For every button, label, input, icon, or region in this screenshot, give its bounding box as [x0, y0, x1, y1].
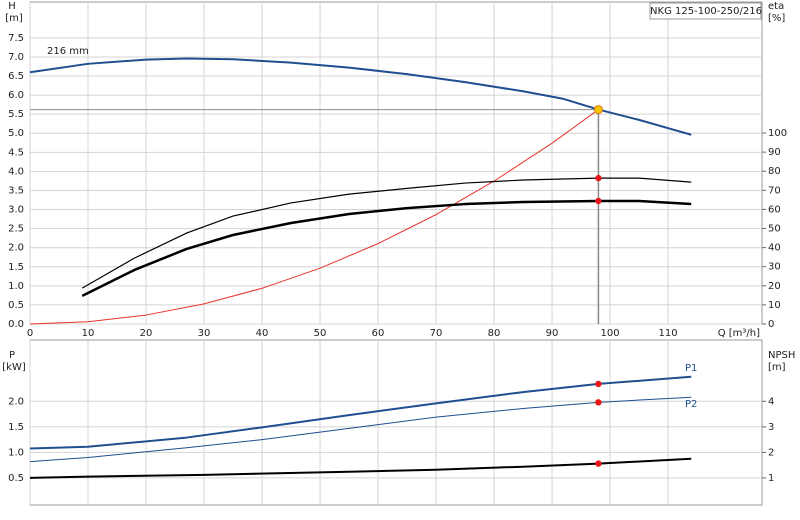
y2-tick-label: 4 [768, 396, 774, 407]
y2-tick-label: 30 [768, 262, 781, 273]
y2-axis-label: eta [768, 1, 784, 12]
duty-marker [595, 197, 602, 205]
y-tick-label: 4.0 [8, 166, 24, 177]
y-axis-label: H [8, 1, 16, 12]
curve [29, 375, 692, 450]
y-tick-label: 7.0 [8, 52, 24, 63]
duty-marker [595, 460, 602, 467]
y2-tick-label: 100 [768, 128, 787, 139]
y-axis-unit: [m] [5, 13, 23, 24]
x-tick-label: 100 [600, 328, 619, 339]
y-tick-label: 5.0 [8, 128, 24, 139]
curve-label: 216 mm [47, 46, 89, 57]
x-tick-label: 90 [546, 328, 559, 339]
series-label: P2 [685, 399, 697, 410]
y-tick-label: 2.0 [8, 396, 24, 407]
x-tick-label: 0 [27, 328, 33, 339]
y2-axis-unit: [%] [768, 13, 785, 24]
y2-tick-label: 1 [768, 473, 774, 484]
y2-tick-label: 70 [768, 185, 781, 196]
y-axis-label: P [9, 350, 15, 361]
y2-axis-unit: [m] [768, 362, 786, 373]
y-tick-label: 0.5 [8, 300, 24, 311]
x-tick-label: 30 [198, 328, 211, 339]
x-tick-label: 60 [372, 328, 385, 339]
legend-title: NKG 125-100-250/216 [650, 6, 762, 17]
x-tick-label: 10 [82, 328, 95, 339]
y2-tick-label: 3 [768, 422, 774, 433]
curve [29, 57, 692, 136]
x-tick-label: 110 [658, 328, 677, 339]
x-axis-label: Q [m³/h] [718, 328, 760, 339]
curve [81, 177, 692, 289]
duty-point [593, 105, 603, 115]
y2-tick-label: 60 [768, 204, 781, 215]
y-tick-label: 1.0 [8, 281, 24, 292]
y-tick-label: 6.0 [8, 90, 24, 101]
duty-marker [595, 174, 602, 182]
x-tick-label: 50 [314, 328, 327, 339]
x-tick-label: 70 [430, 328, 443, 339]
curve [29, 396, 692, 463]
y-tick-label: 3.5 [8, 185, 24, 196]
curve [81, 199, 692, 298]
y-tick-label: 4.5 [8, 147, 24, 158]
duty-marker [595, 399, 602, 406]
y-tick-label: 2.0 [8, 243, 24, 254]
y-tick-label: 3.0 [8, 205, 24, 216]
y-tick-label: 6.5 [8, 71, 24, 82]
y2-tick-label: 90 [768, 147, 781, 158]
y-tick-label: 1.0 [8, 447, 24, 458]
y2-tick-label: 0 [768, 319, 774, 330]
y2-tick-label: 2 [768, 447, 774, 458]
y-tick-label: 5.5 [8, 109, 24, 120]
curve [29, 457, 692, 479]
y-axis-unit: [kW] [2, 362, 26, 373]
series-label: P1 [685, 363, 697, 374]
x-tick-label: 20 [140, 328, 153, 339]
legend-box [649, 2, 762, 20]
curve [29, 109, 599, 325]
y2-tick-label: 20 [768, 281, 781, 292]
x-tick-label: 40 [256, 328, 269, 339]
y-tick-label: 0.0 [8, 319, 24, 330]
y2-tick-label: 80 [768, 166, 781, 177]
y2-tick-label: 40 [768, 243, 781, 254]
y-tick-label: 7.5 [8, 33, 24, 44]
y2-axis-label: NPSH [768, 350, 795, 361]
y-tick-label: 2.5 [8, 224, 24, 235]
y2-tick-label: 10 [768, 300, 781, 311]
x-tick-label: 80 [488, 328, 501, 339]
y-tick-label: 1.5 [8, 422, 24, 433]
plot-frame [29, 1, 763, 325]
y-tick-label: 0.5 [8, 473, 24, 484]
duty-marker [595, 380, 602, 388]
y2-tick-label: 50 [768, 224, 781, 235]
y-tick-label: 1.5 [8, 262, 24, 273]
